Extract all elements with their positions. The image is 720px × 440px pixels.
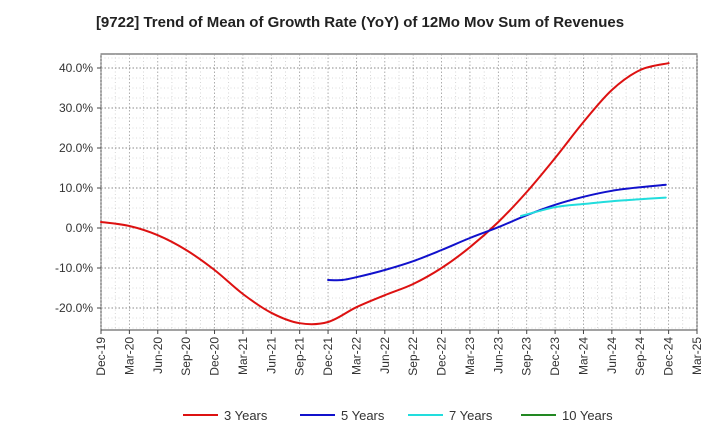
legend: 3 Years 5 Years 7 Years 10 Years — [183, 408, 613, 423]
y-tick-label: 20.0% — [59, 141, 93, 155]
x-axis-ticks: Dec-19 Mar-20 Jun-20 Sep-20 Dec-20 Mar-21 Jun-… — [94, 330, 704, 376]
chart-title: [9722] Trend of Mean of Growth Rate (YoY… — [95, 14, 625, 31]
x-tick-label: Mar-23 — [463, 337, 477, 375]
y-tick-label: 10.0% — [59, 181, 93, 195]
x-tick-label: Jun-22 — [378, 337, 392, 374]
y-tick-label: 40.0% — [59, 61, 93, 75]
x-tick-label: Sep-24 — [633, 337, 647, 376]
x-tick-label: Jun-23 — [491, 337, 505, 374]
y-tick-label: -20.0% — [55, 301, 93, 315]
x-tick-label: Jun-20 — [151, 337, 165, 374]
x-tick-label: Mar-24 — [576, 337, 590, 375]
y-tick-label: -10.0% — [55, 261, 93, 275]
x-tick-label: Mar-21 — [236, 337, 250, 375]
x-tick-label: Dec-19 — [94, 337, 108, 376]
legend-label: 10 Years — [562, 408, 613, 423]
y-tick-label: 0.0% — [66, 221, 94, 235]
x-tick-label: Dec-22 — [435, 337, 449, 376]
x-tick-label: Sep-22 — [406, 337, 420, 376]
legend-label: 3 Years — [224, 408, 268, 423]
x-tick-label: Jun-24 — [605, 337, 619, 374]
x-tick-label: Dec-20 — [208, 337, 222, 376]
y-tick-label: 30.0% — [59, 101, 93, 115]
y-axis-ticks: 40.0% 30.0% 20.0% 10.0% 0.0% -10.0% -20.0% — [55, 61, 101, 315]
legend-label: 7 Years — [449, 408, 493, 423]
x-tick-label: Sep-21 — [293, 337, 307, 376]
legend-label: 5 Years — [341, 408, 385, 423]
x-tick-label: Mar-22 — [349, 337, 363, 375]
series-line-3-years — [100, 62, 670, 326]
x-tick-label: Mar-25 — [690, 337, 704, 375]
series-lines — [100, 62, 670, 326]
grid-lines — [100, 54, 698, 330]
x-tick-label: Mar-20 — [122, 337, 136, 375]
x-tick-label: Dec-21 — [321, 337, 335, 376]
x-tick-label: Dec-23 — [548, 337, 562, 376]
x-tick-label: Jun-21 — [264, 337, 278, 374]
x-tick-label: Sep-20 — [179, 337, 193, 376]
x-tick-label: Sep-23 — [520, 337, 534, 376]
series-line-5-years — [327, 183, 667, 282]
x-tick-label: Dec-24 — [662, 337, 676, 376]
series-line-7-years — [520, 196, 667, 217]
